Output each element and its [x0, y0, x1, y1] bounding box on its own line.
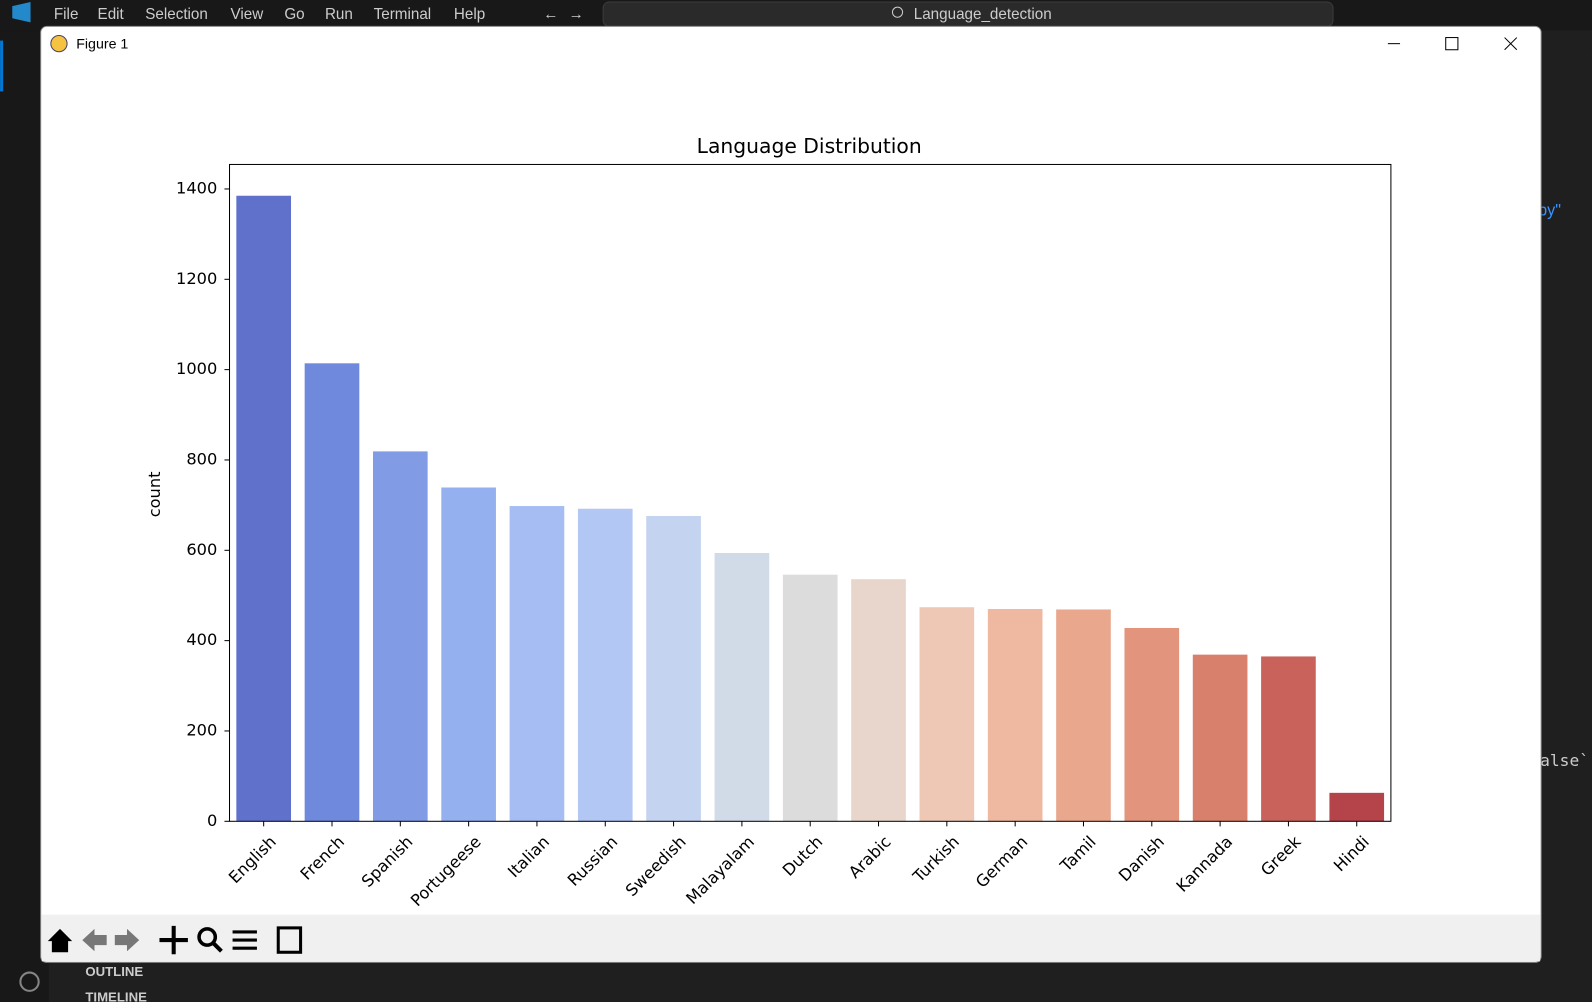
menu-item[interactable]: Help	[454, 6, 485, 23]
save-button[interactable]	[276, 926, 303, 954]
bar	[1329, 792, 1385, 822]
menu-item[interactable]: View	[231, 6, 265, 23]
bar	[236, 195, 292, 822]
y-axis-label: count	[145, 471, 164, 517]
bar	[372, 451, 428, 822]
bar	[919, 607, 975, 822]
bar	[441, 487, 496, 822]
window-title: Figure 1	[76, 36, 128, 52]
bar	[1261, 656, 1316, 822]
menu-item[interactable]: Selection	[145, 6, 208, 23]
menu-item[interactable]: Terminal	[374, 6, 432, 23]
settings-icon[interactable]	[19, 971, 40, 992]
pan-button[interactable]	[159, 925, 188, 955]
bar	[1056, 609, 1111, 822]
home-button[interactable]	[47, 928, 73, 953]
y-tick-label: 600	[186, 540, 217, 559]
y-tick-label: 800	[186, 449, 217, 468]
code-fragment: alse`	[1540, 751, 1589, 770]
menu-item[interactable]: File	[54, 6, 79, 23]
menu-bar: File Edit Selection View Go Run Terminal Help	[54, 6, 485, 23]
search-text[interactable]: Language_detection	[914, 6, 1052, 23]
y-tick-label: 1400	[176, 178, 217, 197]
zoom-button[interactable]	[197, 927, 218, 947]
bar	[714, 553, 770, 822]
axes-frame	[229, 163, 1392, 822]
bar	[1124, 627, 1180, 822]
code-fragment: py"	[1538, 201, 1561, 219]
active-indicator	[0, 40, 4, 92]
bar	[987, 609, 1043, 822]
y-tick-label: 0	[207, 811, 217, 830]
menu-item[interactable]: Edit	[98, 6, 125, 23]
sidebar-section[interactable]: OUTLINE	[85, 964, 143, 979]
forward-arrow[interactable]: →	[569, 6, 584, 23]
bar	[577, 508, 633, 822]
bar	[646, 515, 701, 822]
bar	[509, 506, 565, 822]
window-icon	[50, 35, 68, 53]
back-button[interactable]	[82, 928, 107, 952]
sidebar-section[interactable]: TIMELINE	[85, 989, 147, 1002]
y-tick-label: 1200	[176, 269, 217, 288]
bar	[1192, 654, 1248, 822]
close-button[interactable]	[1504, 37, 1518, 51]
back-arrow[interactable]: ←	[543, 6, 558, 23]
bar	[782, 574, 838, 822]
forward-button[interactable]	[114, 928, 140, 952]
menu-item[interactable]: Go	[284, 6, 304, 23]
chart-title: Language Distribution	[697, 134, 922, 158]
vscode-logo	[12, 2, 31, 23]
bar	[304, 363, 360, 822]
y-tick-label: 1000	[176, 359, 217, 378]
configure-button[interactable]	[232, 930, 257, 950]
editor-area	[1541, 48, 1592, 963]
toolbar	[41, 914, 1541, 962]
bar	[851, 579, 906, 822]
maximize-button[interactable]	[1445, 37, 1459, 51]
menu-item[interactable]: Run	[325, 6, 353, 23]
y-tick-label: 400	[186, 630, 217, 649]
search-icon	[891, 6, 904, 18]
y-tick-label: 200	[186, 720, 217, 739]
